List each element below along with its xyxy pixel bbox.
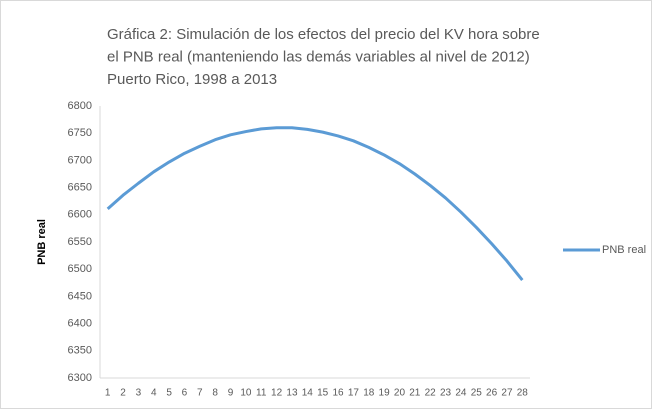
data-line [106, 126, 524, 282]
y-tick-label: 6750 [68, 127, 92, 139]
x-tick-label: 12 [271, 388, 283, 399]
x-tick-label: 1 [105, 388, 111, 399]
chart-title: Puerto Rico, 1998 a 2013 [107, 71, 277, 88]
x-tick-label: 19 [379, 388, 391, 399]
y-tick-label: 6600 [68, 209, 92, 221]
y-tick-label: 6350 [68, 345, 92, 357]
x-tick-label: 23 [440, 388, 452, 399]
x-tick-label: 15 [317, 388, 329, 399]
chart-title: el PNB real (manteniendo las demás varia… [107, 48, 530, 65]
x-tick-label: 20 [394, 388, 406, 399]
chart-title: Gráfica 2: Simulación de los efectos del… [107, 26, 540, 43]
x-tick-label: 16 [332, 388, 344, 399]
x-tick-label: 8 [212, 388, 218, 399]
y-tick-label: 6450 [68, 290, 92, 302]
x-tick-label: 6 [182, 388, 188, 399]
x-tick-label: 26 [486, 388, 498, 399]
x-tick-label: 17 [348, 388, 360, 399]
x-tick-label: 13 [286, 388, 298, 399]
x-tick-label: 28 [517, 388, 529, 399]
y-tick-label: 6800 [68, 100, 92, 112]
x-tick-label: 14 [302, 388, 314, 399]
x-tick-label: 22 [425, 388, 437, 399]
x-tick-label: 4 [151, 388, 157, 399]
y-tick-label: 6300 [68, 372, 92, 384]
x-tick-label: 3 [136, 388, 142, 399]
y-tick-label: 6500 [68, 263, 92, 275]
legend-label: PNB real [602, 244, 646, 256]
y-tick-label: 6650 [68, 182, 92, 194]
x-tick-label: 11 [256, 388, 267, 399]
y-axis-label: PNB real [36, 219, 48, 265]
x-tick-label: 5 [166, 388, 172, 399]
y-tick-label: 6550 [68, 236, 92, 248]
y-tick-label: 6400 [68, 318, 92, 330]
x-tick-label: 2 [120, 388, 126, 399]
x-tick-label: 18 [363, 388, 375, 399]
x-tick-label: 9 [228, 388, 234, 399]
x-tick-label: 24 [455, 388, 467, 399]
x-tick-label: 27 [501, 388, 513, 399]
x-tick-label: 25 [471, 388, 483, 399]
x-tick-label: 21 [409, 388, 421, 399]
x-tick-label: 7 [197, 388, 203, 399]
y-tick-label: 6700 [68, 154, 92, 166]
x-tick-label: 10 [240, 388, 252, 399]
